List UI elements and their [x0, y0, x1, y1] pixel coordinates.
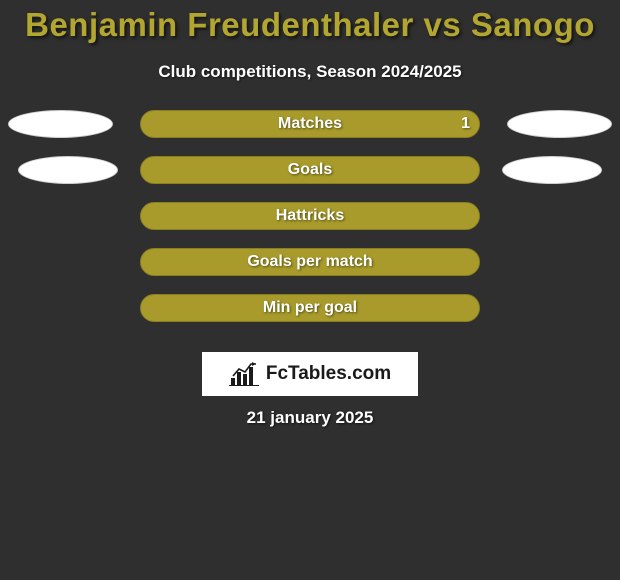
date-label: 21 january 2025 [0, 408, 620, 428]
stat-label: Goals [140, 156, 480, 184]
stat-row: Min per goal [0, 294, 620, 340]
right-ellipse [502, 156, 602, 184]
stat-label: Hattricks [140, 202, 480, 230]
stat-label: Matches [140, 110, 480, 138]
stats-rows: Matches1GoalsHattricksGoals per matchMin… [0, 110, 620, 340]
bar-chart-icon [229, 362, 259, 386]
right-ellipse [507, 110, 612, 138]
stat-label: Min per goal [140, 294, 480, 322]
page-subtitle: Club competitions, Season 2024/2025 [0, 62, 620, 82]
stat-row: Matches1 [0, 110, 620, 156]
stat-value-right: 1 [461, 110, 470, 138]
stat-row: Goals per match [0, 248, 620, 294]
stat-row: Goals [0, 156, 620, 202]
logo-text: FcTables.com [266, 363, 391, 385]
left-ellipse [18, 156, 118, 184]
stat-row: Hattricks [0, 202, 620, 248]
fctables-logo: FcTables.com [202, 352, 418, 396]
stat-label: Goals per match [140, 248, 480, 276]
left-ellipse [8, 110, 113, 138]
page-title: Benjamin Freudenthaler vs Sanogo [0, 6, 620, 44]
